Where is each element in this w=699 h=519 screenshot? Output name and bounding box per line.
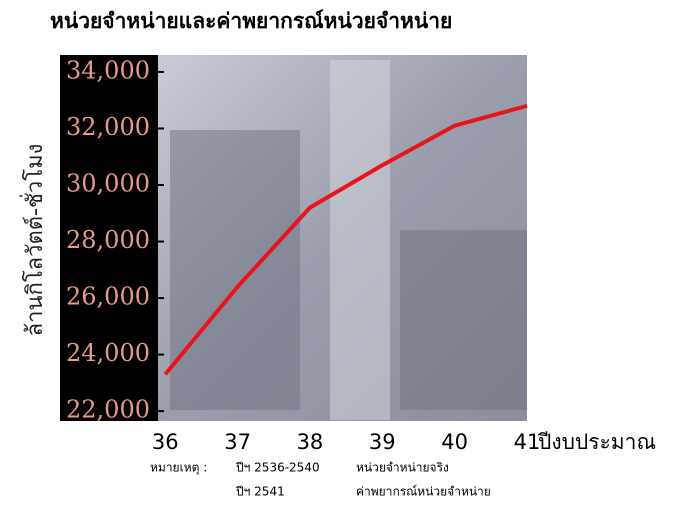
x-axis-label: ปีงบประมาณ: [537, 430, 656, 454]
label-panel: [60, 55, 158, 421]
x-tick-label: 39: [369, 430, 396, 454]
y-tick-label: 24,000: [66, 339, 150, 367]
y-axis-label: ล้านกิโลวัตต์-ชั่วโมง: [19, 144, 48, 337]
y-tick-label: 34,000: [66, 56, 150, 84]
x-tick-label: 36: [152, 430, 179, 454]
photo-shape: [400, 230, 527, 410]
y-tick-label: 32,000: [66, 113, 150, 141]
note-text: หน่วยจำหน่ายจริง: [356, 461, 449, 475]
y-tick-label: 28,000: [66, 226, 150, 254]
note-text: ค่าพยากรณ์หน่วยจำหน่าย: [356, 485, 491, 499]
note-period: ปีฯ 2536-2540: [235, 461, 319, 475]
photo-shape: [170, 130, 300, 410]
note-label: หมายเหตุ :: [150, 461, 207, 476]
chart-title: หน่วยจำหน่ายและค่าพยากรณ์หน่วยจำหน่าย: [50, 9, 452, 33]
y-tick-label: 22,000: [66, 396, 150, 424]
x-tick-label: 41: [514, 430, 541, 454]
photo-shape: [330, 60, 390, 420]
y-tick-label: 30,000: [66, 170, 150, 198]
x-tick-label: 38: [297, 430, 324, 454]
y-tick-label: 26,000: [66, 283, 150, 311]
x-tick-label: 37: [224, 430, 251, 454]
data-line: [163, 103, 528, 376]
x-tick-label: 40: [441, 430, 468, 454]
note-period: ปีฯ 2541: [235, 485, 284, 499]
